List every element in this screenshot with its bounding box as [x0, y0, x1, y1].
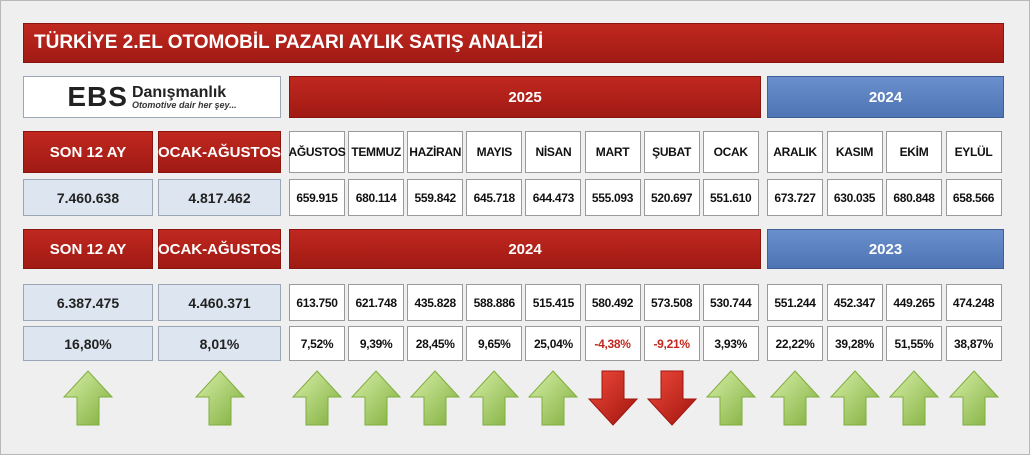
monthly-value: 680.848 — [886, 179, 942, 216]
total-value: 4.817.462 — [158, 179, 281, 216]
month-header: EKİM — [886, 131, 942, 173]
change-value: 9,39% — [348, 326, 405, 361]
monthly-value: 559.842 — [407, 179, 464, 216]
arrow-up — [705, 370, 756, 426]
change-value: 25,04% — [525, 326, 582, 361]
arrow-up — [469, 370, 520, 426]
monthly-value: 673.727 — [767, 179, 823, 216]
month-header: ARALIK — [767, 131, 823, 173]
monthly-value: 452.347 — [826, 284, 883, 321]
monthly-value: 515.415 — [525, 284, 582, 321]
total-value: 7.460.638 — [23, 179, 153, 216]
change-value: -9,21% — [643, 326, 700, 361]
arrow-up — [528, 370, 579, 426]
change-value: 39,28% — [826, 326, 883, 361]
month-header: NİSAN — [525, 131, 582, 173]
month-header: TEMMUZ — [348, 131, 405, 173]
month-header: MAYIS — [466, 131, 523, 173]
arrow-up — [948, 370, 999, 426]
change-value: 51,55% — [886, 326, 942, 361]
monthly-value: 435.828 — [407, 284, 464, 321]
monthly-value: 680.114 — [348, 179, 405, 216]
arrow-up — [194, 370, 245, 426]
monthly-value: 474.248 — [945, 284, 1002, 321]
monthly-value: 580.492 — [584, 284, 641, 321]
change-value: 9,65% — [466, 326, 523, 361]
arrow-up — [350, 370, 402, 426]
year-header: 2024 — [289, 229, 761, 269]
monthly-value: 644.473 — [525, 179, 582, 216]
month-header: EYLÜL — [945, 131, 1002, 173]
arrow-down — [587, 370, 638, 426]
month-header: ŞUBAT — [643, 131, 700, 173]
monthly-value: 551.244 — [767, 284, 823, 321]
monthly-value: 613.750 — [289, 284, 345, 321]
change-value: -4,38% — [584, 326, 641, 361]
year-header: 2025 — [289, 76, 761, 118]
column-header: OCAK-AĞUSTOS — [158, 229, 281, 269]
change-value: 16,80% — [23, 326, 153, 361]
monthly-value: 520.697 — [643, 179, 700, 216]
monthly-value: 530.744 — [702, 284, 759, 321]
monthly-value: 630.035 — [826, 179, 883, 216]
monthly-value: 573.508 — [643, 284, 700, 321]
title-bar: TÜRKİYE 2.EL OTOMOBİL PAZARI AYLIK SATIŞ… — [23, 23, 1004, 63]
logo-tagline: Otomotive dair her şey... — [131, 99, 237, 110]
change-value: 22,22% — [767, 326, 823, 361]
month-header: MART — [584, 131, 641, 173]
change-value: 38,87% — [945, 326, 1002, 361]
arrow-up — [888, 370, 940, 426]
monthly-value: 658.566 — [945, 179, 1002, 216]
logo-brand: EBS — [67, 81, 128, 112]
arrow-up — [410, 370, 461, 426]
arrow-down — [646, 370, 697, 426]
year-header: 2023 — [767, 229, 1004, 269]
monthly-value: 659.915 — [289, 179, 345, 216]
column-header: OCAK-AĞUSTOS — [158, 131, 281, 173]
monthly-value: 621.748 — [348, 284, 405, 321]
change-value: 8,01% — [158, 326, 281, 361]
arrow-up — [829, 370, 880, 426]
monthly-value: 449.265 — [886, 284, 942, 321]
monthly-value: 588.886 — [466, 284, 523, 321]
monthly-value: 551.610 — [702, 179, 759, 216]
year-header: 2024 — [767, 76, 1004, 118]
monthly-value: 555.093 — [584, 179, 641, 216]
change-value: 28,45% — [407, 326, 464, 361]
column-header: SON 12 AY — [23, 131, 153, 173]
total-value: 4.460.371 — [158, 284, 281, 321]
change-value: 3,93% — [702, 326, 759, 361]
total-value: 6.387.475 — [23, 284, 153, 321]
month-header: HAZİRAN — [407, 131, 464, 173]
month-header: KASIM — [826, 131, 883, 173]
change-value: 7,52% — [289, 326, 345, 361]
column-header: SON 12 AY — [23, 229, 153, 269]
logo-name: Danışmanlık — [131, 83, 227, 101]
month-header: AĞUSTOS — [288, 131, 346, 173]
arrow-up — [291, 370, 343, 426]
arrow-up — [62, 370, 114, 426]
logo: EBS Danışmanlık Otomotive dair her şey..… — [23, 76, 281, 118]
monthly-value: 645.718 — [466, 179, 523, 216]
month-header: OCAK — [702, 131, 759, 173]
arrow-up — [769, 370, 821, 426]
